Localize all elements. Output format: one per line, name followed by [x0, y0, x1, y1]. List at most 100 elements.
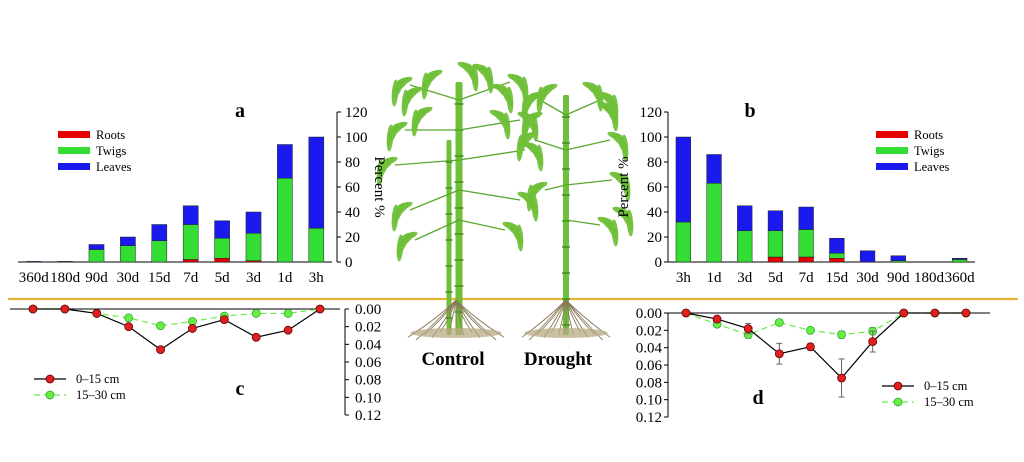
legend-label: Roots	[96, 128, 125, 142]
data-point-0-15cm	[219, 315, 229, 325]
bar-roots	[214, 258, 230, 263]
bar-leaves	[952, 258, 968, 260]
data-point-0-15cm	[899, 308, 909, 318]
legend-swatch	[58, 163, 90, 170]
x-tick-label: 7d	[799, 270, 815, 286]
data-point-0-15cm	[283, 325, 293, 335]
legend-label: 15–30 cm	[924, 395, 974, 409]
bamboo-leaf	[396, 234, 404, 262]
bar-twigs	[829, 253, 845, 259]
x-tick-label: 1d	[277, 270, 293, 286]
x-tick-label: 90d	[887, 270, 910, 286]
bar-twigs	[952, 259, 968, 263]
legend-label: 0–15 cm	[76, 372, 120, 386]
bamboo-leaf	[536, 86, 544, 114]
bar-twigs	[798, 229, 814, 258]
x-tick-label: 90d	[85, 270, 108, 286]
y-tick-label: 0.12	[355, 408, 381, 424]
bar-twigs	[737, 230, 753, 263]
data-point-0-15cm	[60, 304, 70, 314]
bamboo-leaf	[516, 134, 524, 162]
bamboo-branch	[565, 139, 611, 151]
x-tick-label: 3h	[309, 270, 325, 286]
bar-leaves	[706, 154, 722, 184]
x-tick-label: 30d	[856, 270, 879, 286]
bamboo-leaf	[516, 224, 524, 252]
legend-swatch	[876, 163, 908, 170]
data-point-15-30cm	[837, 330, 846, 340]
bamboo-branch	[414, 219, 460, 241]
bamboo-leaf	[526, 184, 534, 212]
data-point-0-15cm	[251, 332, 261, 342]
bar-leaves	[214, 220, 230, 239]
x-tick-label: 3h	[676, 270, 692, 286]
bar-roots	[798, 256, 814, 263]
bar-leaves	[308, 136, 325, 229]
x-tick-label: 180d	[50, 270, 81, 286]
bar-roots	[767, 256, 784, 263]
legend-marker	[893, 397, 903, 407]
bar-twigs	[151, 240, 168, 263]
y-tick-label: 0	[655, 255, 663, 271]
y-tick-label: 80	[345, 155, 360, 171]
bamboo-branch	[544, 184, 567, 191]
data-point-0-15cm	[315, 304, 325, 314]
y-tick-label: 0.08	[355, 373, 381, 389]
x-tick-label: 360d	[19, 270, 50, 286]
bar-leaves	[57, 261, 73, 263]
bar-leaves	[182, 205, 199, 225]
chart-panel-d: 0.000.02 0.040.060.08 0.100.12 0–15 cm 15–30…	[636, 306, 990, 426]
bamboo-stalk	[563, 95, 569, 335]
data-point-0-15cm	[156, 345, 165, 355]
x-tick-label: 180d	[914, 270, 945, 286]
bar-leaves	[120, 236, 136, 246]
bar-roots	[182, 259, 199, 263]
bamboo-leaf	[391, 204, 399, 232]
series-line-0-15cm	[33, 308, 321, 351]
data-point-15-30cm	[283, 309, 293, 318]
data-point-15-30cm	[806, 325, 815, 335]
bar-twigs	[767, 230, 784, 258]
bamboo-leaf	[386, 124, 394, 152]
legend-label: Leaves	[914, 160, 950, 174]
x-tick-label: 360d	[945, 270, 976, 286]
bamboo-branch	[458, 119, 521, 131]
bamboo-leaf	[521, 114, 529, 142]
chart-panel-b: 0 20 40 60 80 100 120 Percent % 3h 1d 3d 5d 7d 15d 30d…	[616, 100, 975, 286]
bamboo-leaf	[486, 66, 494, 94]
legend-label: Twigs	[96, 144, 127, 158]
bar-twigs	[675, 221, 691, 263]
bar-leaves	[829, 238, 845, 254]
bar-twigs	[277, 178, 293, 263]
bamboo-leaf	[503, 112, 511, 140]
legend-marker	[45, 390, 55, 400]
legend-label: 0–15 cm	[924, 379, 968, 393]
legend-swatch	[876, 131, 908, 138]
bamboo-branch	[394, 159, 460, 166]
y-tick-label: 0.02	[636, 323, 662, 339]
legend-swatch	[58, 147, 90, 154]
y-tick-label: 120	[345, 105, 368, 121]
y-tick-label: 100	[345, 130, 368, 146]
y-tick-label: 40	[647, 205, 662, 221]
bar-leaves	[737, 205, 753, 231]
y-tick-label: 0.04	[355, 337, 382, 353]
x-tick-label: 30d	[117, 270, 140, 286]
y-tick-label: 120	[640, 105, 663, 121]
bamboo-branch	[409, 189, 460, 211]
bamboo-branch	[565, 99, 601, 116]
x-tick-label: 7d	[183, 270, 199, 286]
data-point-15-30cm	[156, 321, 165, 331]
bar-roots	[829, 258, 845, 263]
panel-label: a	[235, 100, 245, 122]
bamboo-branch	[539, 99, 567, 116]
data-point-0-15cm	[837, 373, 846, 383]
data-point-0-15cm	[92, 309, 102, 318]
bamboo-branch	[458, 189, 521, 201]
bamboo-branch	[534, 139, 567, 151]
data-point-0-15cm	[124, 322, 134, 332]
panel-label: c	[236, 378, 245, 400]
x-tick-label: 5d	[215, 270, 231, 286]
legend-marker	[893, 381, 903, 391]
bar-leaves	[25, 261, 42, 263]
